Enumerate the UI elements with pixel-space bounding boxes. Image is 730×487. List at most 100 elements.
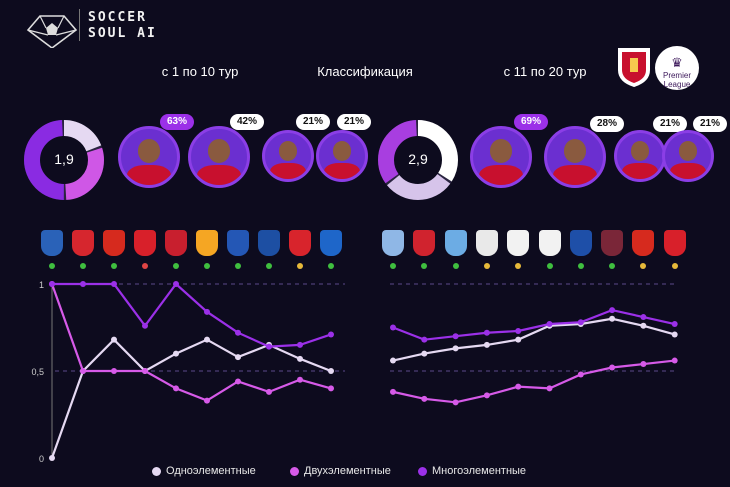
donut-right-value: 2,9 [408, 151, 428, 167]
series-point-1-left-9 [328, 385, 334, 392]
player-pct-right-1: 69% [514, 114, 549, 130]
result-dot-left-10 [328, 263, 334, 269]
series-line-1-left [50, 283, 332, 402]
series-point-2-right-4 [515, 327, 522, 334]
newcastle-crest-icon [475, 230, 498, 256]
series-point-1-right-4 [515, 383, 522, 390]
player-avatar-left-3 [262, 130, 314, 182]
period-left-title: с 1 по 10 тур [161, 64, 239, 79]
player-pct-right-4: 21% [693, 116, 728, 132]
series-point-0-left-8 [297, 355, 303, 362]
series-point-2-left-2 [111, 281, 117, 287]
result-dot-left-6 [204, 263, 210, 269]
brand-name: SOCCER SOUL AI [88, 10, 157, 42]
legend-multi-dot [418, 466, 427, 476]
donut-1-segment-2 [378, 120, 458, 200]
series-point-2-right-0 [390, 324, 396, 331]
legend-double-dot [290, 466, 299, 476]
series-point-0-left-4 [173, 350, 179, 357]
series-point-1-left-5 [204, 397, 210, 404]
series-point-0-right-0 [390, 357, 396, 364]
classification-title: Классификация [317, 64, 413, 79]
player-avatar-right-3 [614, 130, 666, 182]
legend-single-label: Одноэлементные [166, 465, 256, 477]
series-point-2-left-6 [235, 329, 241, 336]
series-point-2-left-8 [297, 341, 303, 348]
man-united-crest-icon [103, 230, 125, 256]
tottenham-crest-icon [538, 230, 561, 256]
series-point-0-left-0 [49, 455, 55, 461]
chelsea-crest-icon [258, 230, 280, 256]
fulham-crest-icon [507, 230, 530, 256]
result-dot-right-1 [390, 263, 396, 269]
series-point-2-left-4 [173, 281, 179, 287]
y-tick-label: 0 [39, 454, 44, 464]
series-line-0-right [392, 317, 675, 362]
series-point-2-right-8 [640, 314, 647, 321]
donut-0-segment-0 [24, 120, 104, 200]
crystal-palace-crest-icon [227, 230, 249, 256]
player-pct-left-4: 21% [337, 114, 372, 130]
brand-separator [79, 9, 80, 41]
series-line-2-right [392, 308, 675, 341]
bournemouth-crest-icon [165, 230, 187, 256]
nottingham-forest-crest-icon [134, 230, 156, 256]
series-point-0-left-2 [111, 336, 117, 343]
result-dot-right-2 [421, 263, 428, 269]
series-point-2-right-7 [609, 307, 616, 314]
brentford-crest-icon [72, 230, 94, 256]
series-line-2-left [52, 282, 332, 348]
result-dot-right-6 [546, 263, 553, 269]
player-pct-right-3: 21% [653, 116, 688, 132]
series-point-0-left-9 [328, 368, 334, 374]
result-dot-left-4 [142, 263, 148, 269]
series-point-1-right-0 [390, 388, 396, 395]
result-dot-right-10 [671, 263, 678, 269]
series-point-0-left-6 [235, 354, 241, 361]
legend-single: Одноэлементные [152, 465, 256, 477]
southampton-crest-icon [413, 230, 436, 256]
result-dot-left-5 [173, 263, 179, 269]
legend-multi-label: Многоэлементные [432, 465, 527, 477]
brand-line-1: SOCCER [88, 10, 147, 25]
series-point-2-right-3 [483, 329, 490, 336]
series-point-2-left-1 [80, 281, 86, 287]
series-point-2-left-0 [49, 281, 55, 287]
series-point-2-right-9 [671, 321, 678, 328]
series-point-1-left-8 [297, 376, 303, 383]
series-point-1-left-4 [173, 385, 179, 392]
series-point-0-right-3 [483, 341, 490, 348]
result-dot-right-8 [609, 263, 616, 269]
result-dot-left-9 [297, 263, 303, 269]
soccer-ball-logo-icon [26, 15, 78, 48]
liverpool-crest-icon [618, 48, 650, 87]
result-dot-right-7 [577, 263, 584, 269]
legend-double-label: Двухэлементные [304, 465, 391, 477]
player-pct-left-3: 21% [296, 114, 331, 130]
y-tick-label: 1 [39, 280, 44, 290]
brand-line-2: SOUL AI [88, 26, 157, 41]
line-chart: 10,50 [31, 280, 678, 464]
donut-1-segment-1 [378, 120, 458, 200]
legend-single-dot [152, 466, 161, 476]
series-point-0-right-1 [421, 350, 428, 357]
result-dot-right-3 [452, 263, 459, 269]
series-point-2-right-5 [546, 321, 553, 328]
result-dot-left-7 [235, 263, 241, 269]
donut-chart-right [378, 120, 458, 200]
man-city-crest-icon [444, 230, 467, 256]
leicester-crest-icon [569, 230, 592, 256]
series-point-1-left-6 [235, 378, 241, 385]
series-point-1-right-6 [577, 371, 584, 378]
series-point-0-right-2 [452, 345, 459, 352]
series-point-1-right-7 [609, 364, 616, 371]
result-dot-left-1 [49, 263, 55, 269]
aston-villa-crest-icon [382, 230, 404, 256]
result-dot-left-8 [266, 263, 272, 269]
ipswich-crest-icon [41, 230, 63, 256]
player-avatar-left-4 [316, 130, 368, 182]
series-point-2-left-9 [328, 331, 334, 338]
result-dot-right-4 [483, 263, 490, 269]
series-point-0-left-5 [204, 336, 210, 343]
series-point-1-right-2 [452, 399, 459, 406]
